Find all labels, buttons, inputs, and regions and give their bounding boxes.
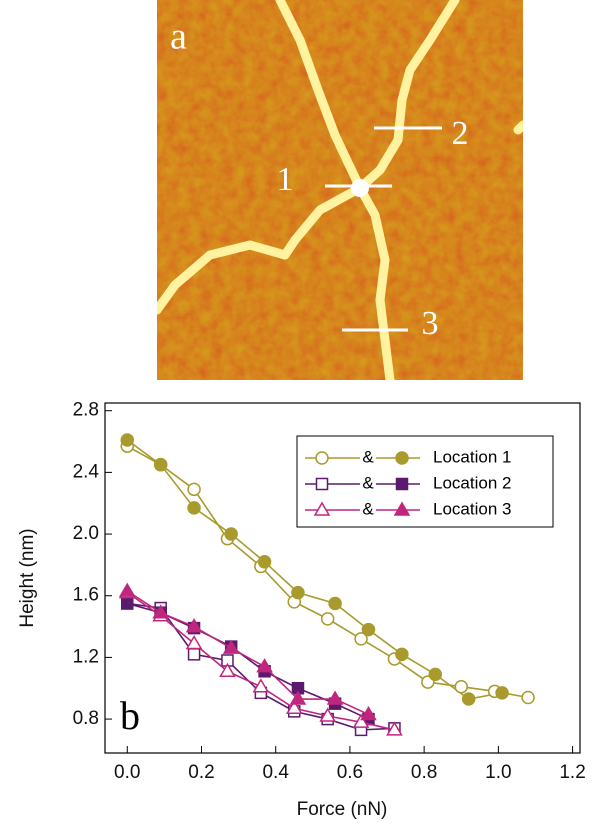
strand (355, 183, 395, 380)
data-point (285, 699, 303, 715)
location-marker: 2 (452, 115, 469, 152)
series-line (126, 591, 395, 731)
x-tick-label: 0.2 (188, 762, 214, 783)
data-point (219, 662, 236, 678)
data-point (289, 690, 307, 705)
legend-joiner: & (362, 447, 374, 466)
y-tick-label: 0.8 (73, 708, 99, 729)
legend-marker (395, 451, 409, 465)
legend-gap (360, 448, 376, 468)
strand (355, 0, 460, 193)
legend-marker (315, 451, 329, 465)
x-tick-label: 0.4 (262, 762, 289, 783)
data-point (256, 658, 273, 673)
y-tick-label: 2.8 (73, 400, 99, 421)
data-point (428, 667, 443, 682)
x-tick-label: 0.6 (337, 762, 363, 783)
location-marker: 3 (422, 305, 439, 342)
y-tick-label: 2.0 (73, 523, 99, 544)
data-point (257, 555, 272, 569)
data-point (185, 635, 203, 650)
legend (296, 435, 554, 528)
x-axis-title: Force (nN) (297, 799, 388, 820)
image-texture (157, 0, 523, 380)
data-point (386, 721, 403, 736)
data-point (395, 647, 409, 662)
data-point (152, 604, 169, 619)
y-axis-title: Height (nm) (17, 528, 38, 627)
data-point (328, 596, 342, 611)
x-tick-label: 0.0 (114, 762, 140, 783)
data-point (352, 713, 370, 728)
data-point (222, 639, 240, 654)
dna-strands (157, 0, 523, 380)
data-point (454, 679, 468, 694)
legend-gap (360, 474, 376, 494)
legend-joiner: & (362, 499, 374, 518)
legend-label: Location 3 (433, 499, 511, 518)
data-point (354, 632, 368, 646)
legend-marker (395, 477, 409, 491)
panel-label: a (170, 16, 187, 58)
cut-lines (325, 126, 442, 332)
panel-label: b (120, 693, 140, 738)
data-point (319, 707, 336, 722)
data-point (320, 612, 335, 626)
y-tick-label: 1.6 (73, 585, 99, 606)
strand (157, 183, 365, 315)
plot-frame (104, 402, 581, 754)
x-tick-label: 1.2 (559, 762, 585, 783)
data-point (187, 501, 201, 515)
data-point (187, 648, 201, 661)
strand (275, 0, 365, 193)
location-marker: 1 (277, 161, 294, 198)
legend-label: Location 2 (433, 473, 511, 492)
legend-gap (360, 500, 376, 520)
data-point (495, 686, 509, 700)
data-point (120, 433, 135, 447)
data-point (461, 692, 476, 706)
data-point (185, 618, 203, 633)
data-point (187, 482, 201, 497)
data-point (121, 597, 134, 610)
legend-marker (393, 501, 411, 516)
data-point (326, 690, 344, 705)
x-tick-label: 1.0 (485, 762, 511, 783)
data-point (361, 622, 376, 637)
data-point (291, 585, 305, 600)
afm-image: a 1 2 3 (157, 0, 523, 380)
legend-joiner: & (362, 473, 374, 492)
legend-marker (313, 501, 331, 516)
junction (351, 179, 369, 197)
data-point (153, 457, 168, 472)
data-point (360, 705, 377, 721)
data-point (118, 582, 136, 597)
y-tick-label: 1.2 (73, 646, 99, 667)
x-tick-label: 0.8 (411, 762, 437, 783)
data-point (521, 690, 535, 705)
strand (513, 120, 523, 135)
series-line (126, 439, 503, 700)
legend-label: Location 1 (433, 447, 511, 466)
legend-marker (315, 477, 329, 491)
data-point (224, 527, 238, 541)
data-point (252, 678, 270, 693)
y-tick-label: 2.4 (73, 461, 100, 482)
